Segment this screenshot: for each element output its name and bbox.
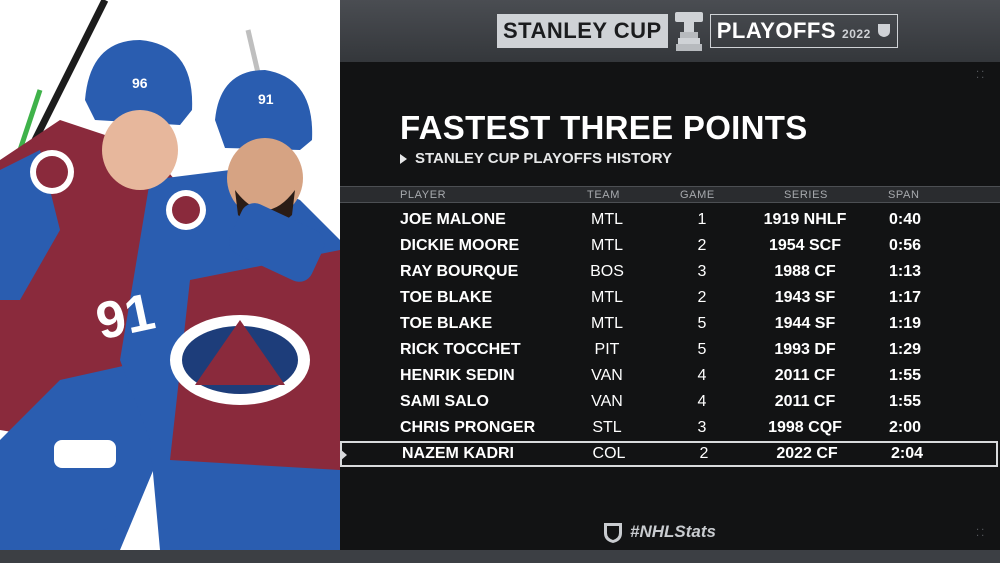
brand-word-playoffs: PLAYOFFS 2022 <box>709 14 898 48</box>
cell-series: 1988 CF <box>774 263 836 280</box>
cell-series: 2011 CF <box>774 367 836 384</box>
cell-span: 1:17 <box>888 289 922 306</box>
column-header-team: TEAM <box>587 189 620 201</box>
footer-hashtag: #NHLStats <box>602 520 716 544</box>
cell-player: TOE BLAKE <box>400 289 493 306</box>
corner-dots-bottom: ⁚⁚ <box>976 528 987 539</box>
stats-table: PLAYER TEAM GAME SERIES SPAN JOE MALONE M… <box>340 186 1000 467</box>
cell-game: 2 <box>697 289 707 306</box>
cell-span: 1:19 <box>888 315 922 332</box>
cell-game: 4 <box>697 393 707 410</box>
cell-player: RAY BOURQUE <box>400 263 519 280</box>
cell-game: 1 <box>697 211 707 228</box>
column-header-player: PLAYER <box>400 189 447 201</box>
cell-team: BOS <box>590 263 624 280</box>
play-triangle-icon <box>400 153 407 164</box>
highlight-arrow-icon <box>340 449 347 461</box>
cell-game: 3 <box>697 263 707 280</box>
cell-team: STL <box>592 419 622 436</box>
column-header-series: SERIES <box>784 189 828 201</box>
cell-game: 2 <box>697 237 707 254</box>
cell-span: 0:40 <box>888 211 922 228</box>
cell-team: MTL <box>591 211 623 228</box>
cell-player: DICKIE MOORE <box>400 237 520 254</box>
cell-game: 4 <box>697 367 707 384</box>
subtitle-text: STANLEY CUP PLAYOFFS HISTORY <box>415 150 672 167</box>
cell-series: 1944 SF <box>774 315 836 332</box>
table-row: DICKIE MOORE MTL 2 1954 SCF 0:56 <box>340 233 1000 259</box>
stats-panel: STANLEY CUP PLAYOFFS 2022 ⁚⁚ ⁚⁚ FASTEST … <box>340 0 1000 550</box>
avalanche-players-image: 96 91 91 <box>0 0 340 550</box>
bottom-strip <box>0 550 1000 563</box>
cell-team: MTL <box>591 289 623 306</box>
cell-series: 2022 CF <box>776 445 838 462</box>
table-row: SAMI SALO VAN 4 2011 CF 1:55 <box>340 389 1000 415</box>
cell-team: PIT <box>594 341 620 358</box>
nhl-logo-icon <box>604 523 622 543</box>
table-row: TOE BLAKE MTL 5 1944 SF 1:19 <box>340 311 1000 337</box>
page-title: FASTEST THREE POINTS <box>400 109 808 146</box>
cell-series: 1954 SCF <box>768 237 842 254</box>
footer-hashtag-text: #NHLStats <box>630 522 716 541</box>
table-header: PLAYER TEAM GAME SERIES SPAN <box>340 186 1000 203</box>
cell-span: 2:04 <box>890 445 924 462</box>
brand-year: 2022 <box>842 27 871 41</box>
cell-player: TOE BLAKE <box>400 315 493 332</box>
column-header-game: GAME <box>680 189 715 201</box>
jersey-number-front: 91 <box>91 283 160 352</box>
cell-player: JOE MALONE <box>400 211 506 228</box>
cell-team: VAN <box>591 393 623 410</box>
column-header-span: SPAN <box>888 189 920 201</box>
cell-series: 1919 NHLF <box>763 211 847 228</box>
cell-player: RICK TOCCHET <box>400 341 521 358</box>
cell-player: CHRIS PRONGER <box>400 419 536 436</box>
cell-game: 2 <box>699 445 709 462</box>
cell-series: 1998 CQF <box>768 419 842 436</box>
cell-span: 1:55 <box>888 367 922 384</box>
jersey-number-left: 96 <box>132 75 148 91</box>
cell-span: 1:55 <box>888 393 922 410</box>
cell-span: 0:56 <box>888 237 922 254</box>
cell-player: SAMI SALO <box>400 393 489 410</box>
cell-team: MTL <box>591 315 623 332</box>
brand-word-stanley-cup: STANLEY CUP <box>497 14 668 48</box>
cell-team: VAN <box>591 367 623 384</box>
cell-series: 2011 CF <box>774 393 836 410</box>
cell-span: 1:29 <box>888 341 922 358</box>
player-photo: 96 91 91 <box>0 0 340 550</box>
table-row: RICK TOCCHET PIT 5 1993 DF 1:29 <box>340 337 1000 363</box>
cell-series: 1943 SF <box>774 289 836 306</box>
brand-playoffs-text: PLAYOFFS <box>716 18 837 43</box>
cell-game: 5 <box>697 341 707 358</box>
cell-player: HENRIK SEDIN <box>400 367 515 384</box>
stanley-cup-icon <box>674 12 703 51</box>
jersey-number-right: 91 <box>258 91 274 107</box>
table-row: RAY BOURQUE BOS 3 1988 CF 1:13 <box>340 259 1000 285</box>
table-row: JOE MALONE MTL 1 1919 NHLF 0:40 <box>340 207 1000 233</box>
table-row: CHRIS PRONGER STL 3 1998 CQF 2:00 <box>340 415 1000 441</box>
table-row: TOE BLAKE MTL 2 1943 SF 1:17 <box>340 285 1000 311</box>
cell-span: 2:00 <box>888 419 922 436</box>
cell-span: 1:13 <box>888 263 922 280</box>
cell-team: MTL <box>591 237 623 254</box>
table-row: HENRIK SEDIN VAN 4 2011 CF 1:55 <box>340 363 1000 389</box>
cell-game: 3 <box>697 419 707 436</box>
table-body: JOE MALONE MTL 1 1919 NHLF 0:40 DICKIE MOORE M… <box>340 207 1000 467</box>
cell-team: COL <box>592 445 626 462</box>
header-bar: STANLEY CUP PLAYOFFS 2022 <box>340 0 1000 62</box>
cell-series: 1993 DF <box>774 341 836 358</box>
corner-dots-top: ⁚⁚ <box>976 70 987 81</box>
stanley-cup-playoffs-logo: STANLEY CUP PLAYOFFS 2022 <box>497 10 898 52</box>
cell-game: 5 <box>697 315 707 332</box>
cell-player: NAZEM KADRI <box>402 445 514 462</box>
nhl-shield-icon <box>877 24 890 37</box>
page-subtitle: STANLEY CUP PLAYOFFS HISTORY <box>400 150 672 167</box>
table-row-highlighted: NAZEM KADRI COL 2 2022 CF 2:04 <box>340 441 998 467</box>
